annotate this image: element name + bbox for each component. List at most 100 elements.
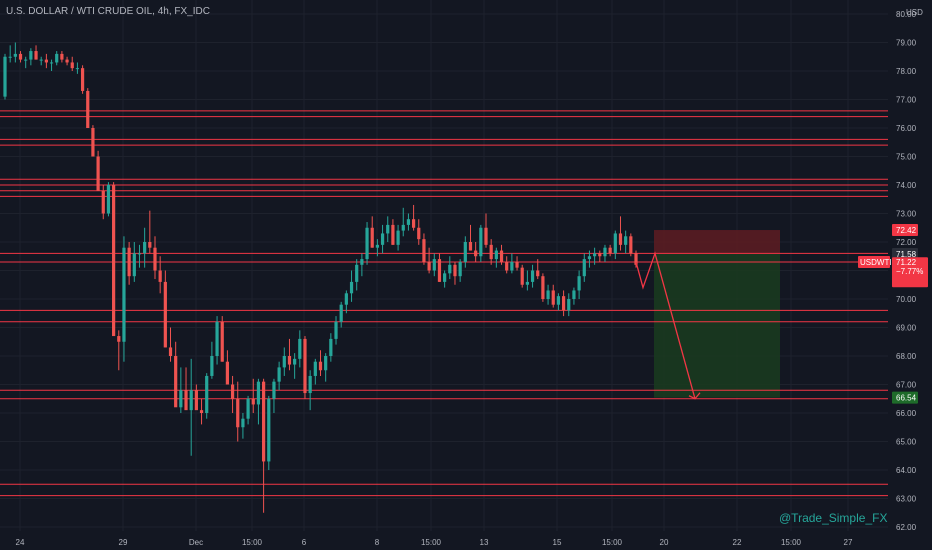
candle-body bbox=[96, 156, 100, 191]
candle-body bbox=[158, 270, 162, 282]
candle-body bbox=[355, 264, 359, 282]
current-price-tag: 71.22 bbox=[896, 258, 917, 267]
candle-body bbox=[593, 253, 597, 257]
candle-body bbox=[339, 304, 343, 322]
candle-body bbox=[282, 356, 286, 368]
candle-body bbox=[168, 347, 173, 356]
candle-body bbox=[349, 281, 354, 294]
stop-loss-zone[interactable] bbox=[654, 230, 780, 254]
y-tick-label: 72.00 bbox=[896, 238, 917, 247]
candle-body bbox=[86, 90, 90, 128]
author-watermark: @Trade_Simple_FX bbox=[779, 511, 888, 525]
candle-body bbox=[174, 356, 178, 408]
candle-body bbox=[386, 224, 390, 234]
projection-arrowhead bbox=[688, 392, 701, 400]
candle-body bbox=[293, 358, 297, 365]
candle-body bbox=[391, 224, 395, 245]
current-price-tag-bg bbox=[892, 257, 928, 288]
y-tick-label: 63.00 bbox=[896, 495, 917, 504]
candle-body bbox=[443, 273, 447, 282]
candle-body bbox=[287, 356, 292, 365]
candle-body bbox=[106, 185, 111, 214]
candle-body bbox=[55, 53, 59, 63]
candle-body bbox=[153, 247, 157, 271]
candle-body bbox=[189, 390, 193, 411]
y-tick-label: 79.00 bbox=[896, 39, 917, 48]
candle-body bbox=[262, 381, 266, 462]
x-tick-label: 22 bbox=[733, 538, 742, 547]
candle-body bbox=[70, 62, 74, 69]
x-tick-label: 15:00 bbox=[602, 538, 623, 547]
candle-body bbox=[241, 418, 245, 428]
candle-body bbox=[184, 390, 188, 411]
candle-body bbox=[44, 59, 48, 63]
y-tick-label: 64.00 bbox=[896, 466, 917, 475]
candle-body bbox=[29, 51, 33, 60]
candle-body bbox=[313, 361, 317, 376]
candle-body bbox=[427, 261, 431, 271]
y-tick-label: 77.00 bbox=[896, 96, 917, 105]
symbol-tag-bg bbox=[858, 255, 890, 268]
currency-label: USD bbox=[906, 8, 923, 17]
price-tag-target: 66.54 bbox=[896, 394, 917, 403]
x-tick-label: 13 bbox=[480, 538, 489, 547]
candle-body bbox=[101, 190, 105, 214]
candle-body bbox=[277, 367, 281, 382]
candle-body bbox=[515, 261, 519, 268]
candle-body bbox=[112, 185, 116, 337]
candle-body bbox=[117, 336, 121, 342]
y-tick-label: 66.00 bbox=[896, 409, 917, 418]
candle-body bbox=[60, 53, 64, 60]
candle-body bbox=[3, 56, 7, 97]
y-tick-label: 80.00 bbox=[896, 10, 917, 19]
candle-body bbox=[567, 299, 571, 311]
candle-body bbox=[246, 398, 250, 419]
candle-body bbox=[417, 227, 421, 240]
candle-body bbox=[520, 267, 524, 285]
candle-body bbox=[220, 321, 224, 362]
candle-body bbox=[75, 68, 80, 70]
candle-body bbox=[163, 281, 167, 348]
projection-path[interactable] bbox=[635, 251, 696, 399]
candle-body bbox=[210, 356, 214, 376]
candle-body bbox=[479, 227, 483, 257]
candle-body bbox=[272, 381, 276, 399]
candle-body bbox=[303, 338, 307, 394]
candle-body bbox=[8, 56, 12, 58]
candle-body bbox=[406, 219, 411, 225]
candle-body bbox=[561, 296, 566, 311]
y-tick-label: 65.00 bbox=[896, 438, 917, 447]
price-tag-entry: 71.58 bbox=[896, 250, 917, 259]
candle-body bbox=[80, 68, 85, 91]
take-profit-zone[interactable] bbox=[654, 253, 780, 398]
candle-body bbox=[13, 53, 17, 57]
candle-body bbox=[122, 247, 126, 342]
y-tick-label: 67.00 bbox=[896, 381, 917, 390]
candle-body bbox=[510, 261, 514, 271]
candle-body bbox=[432, 259, 436, 271]
candle-body bbox=[236, 398, 240, 428]
y-tick-label: 70.00 bbox=[896, 295, 917, 304]
candle-body bbox=[613, 233, 617, 254]
candle-body bbox=[453, 264, 457, 277]
candle-body bbox=[396, 230, 400, 245]
candle-body bbox=[360, 259, 364, 265]
candle-body bbox=[463, 242, 467, 262]
candle-body bbox=[541, 276, 545, 299]
candle-body bbox=[370, 227, 374, 248]
y-tick-label: 74.00 bbox=[896, 181, 917, 190]
candle-body bbox=[329, 338, 333, 356]
x-tick-label: 15:00 bbox=[781, 538, 802, 547]
candle-body bbox=[137, 253, 142, 255]
candle-body bbox=[458, 261, 462, 277]
candle-body bbox=[205, 375, 209, 413]
candle-body bbox=[194, 390, 198, 411]
candle-body bbox=[572, 290, 576, 299]
candle-body bbox=[634, 253, 638, 265]
candle-body bbox=[629, 236, 633, 254]
candle-body bbox=[375, 244, 379, 248]
x-tick-label: 24 bbox=[16, 538, 25, 547]
price-tag-target-bg bbox=[892, 391, 918, 404]
